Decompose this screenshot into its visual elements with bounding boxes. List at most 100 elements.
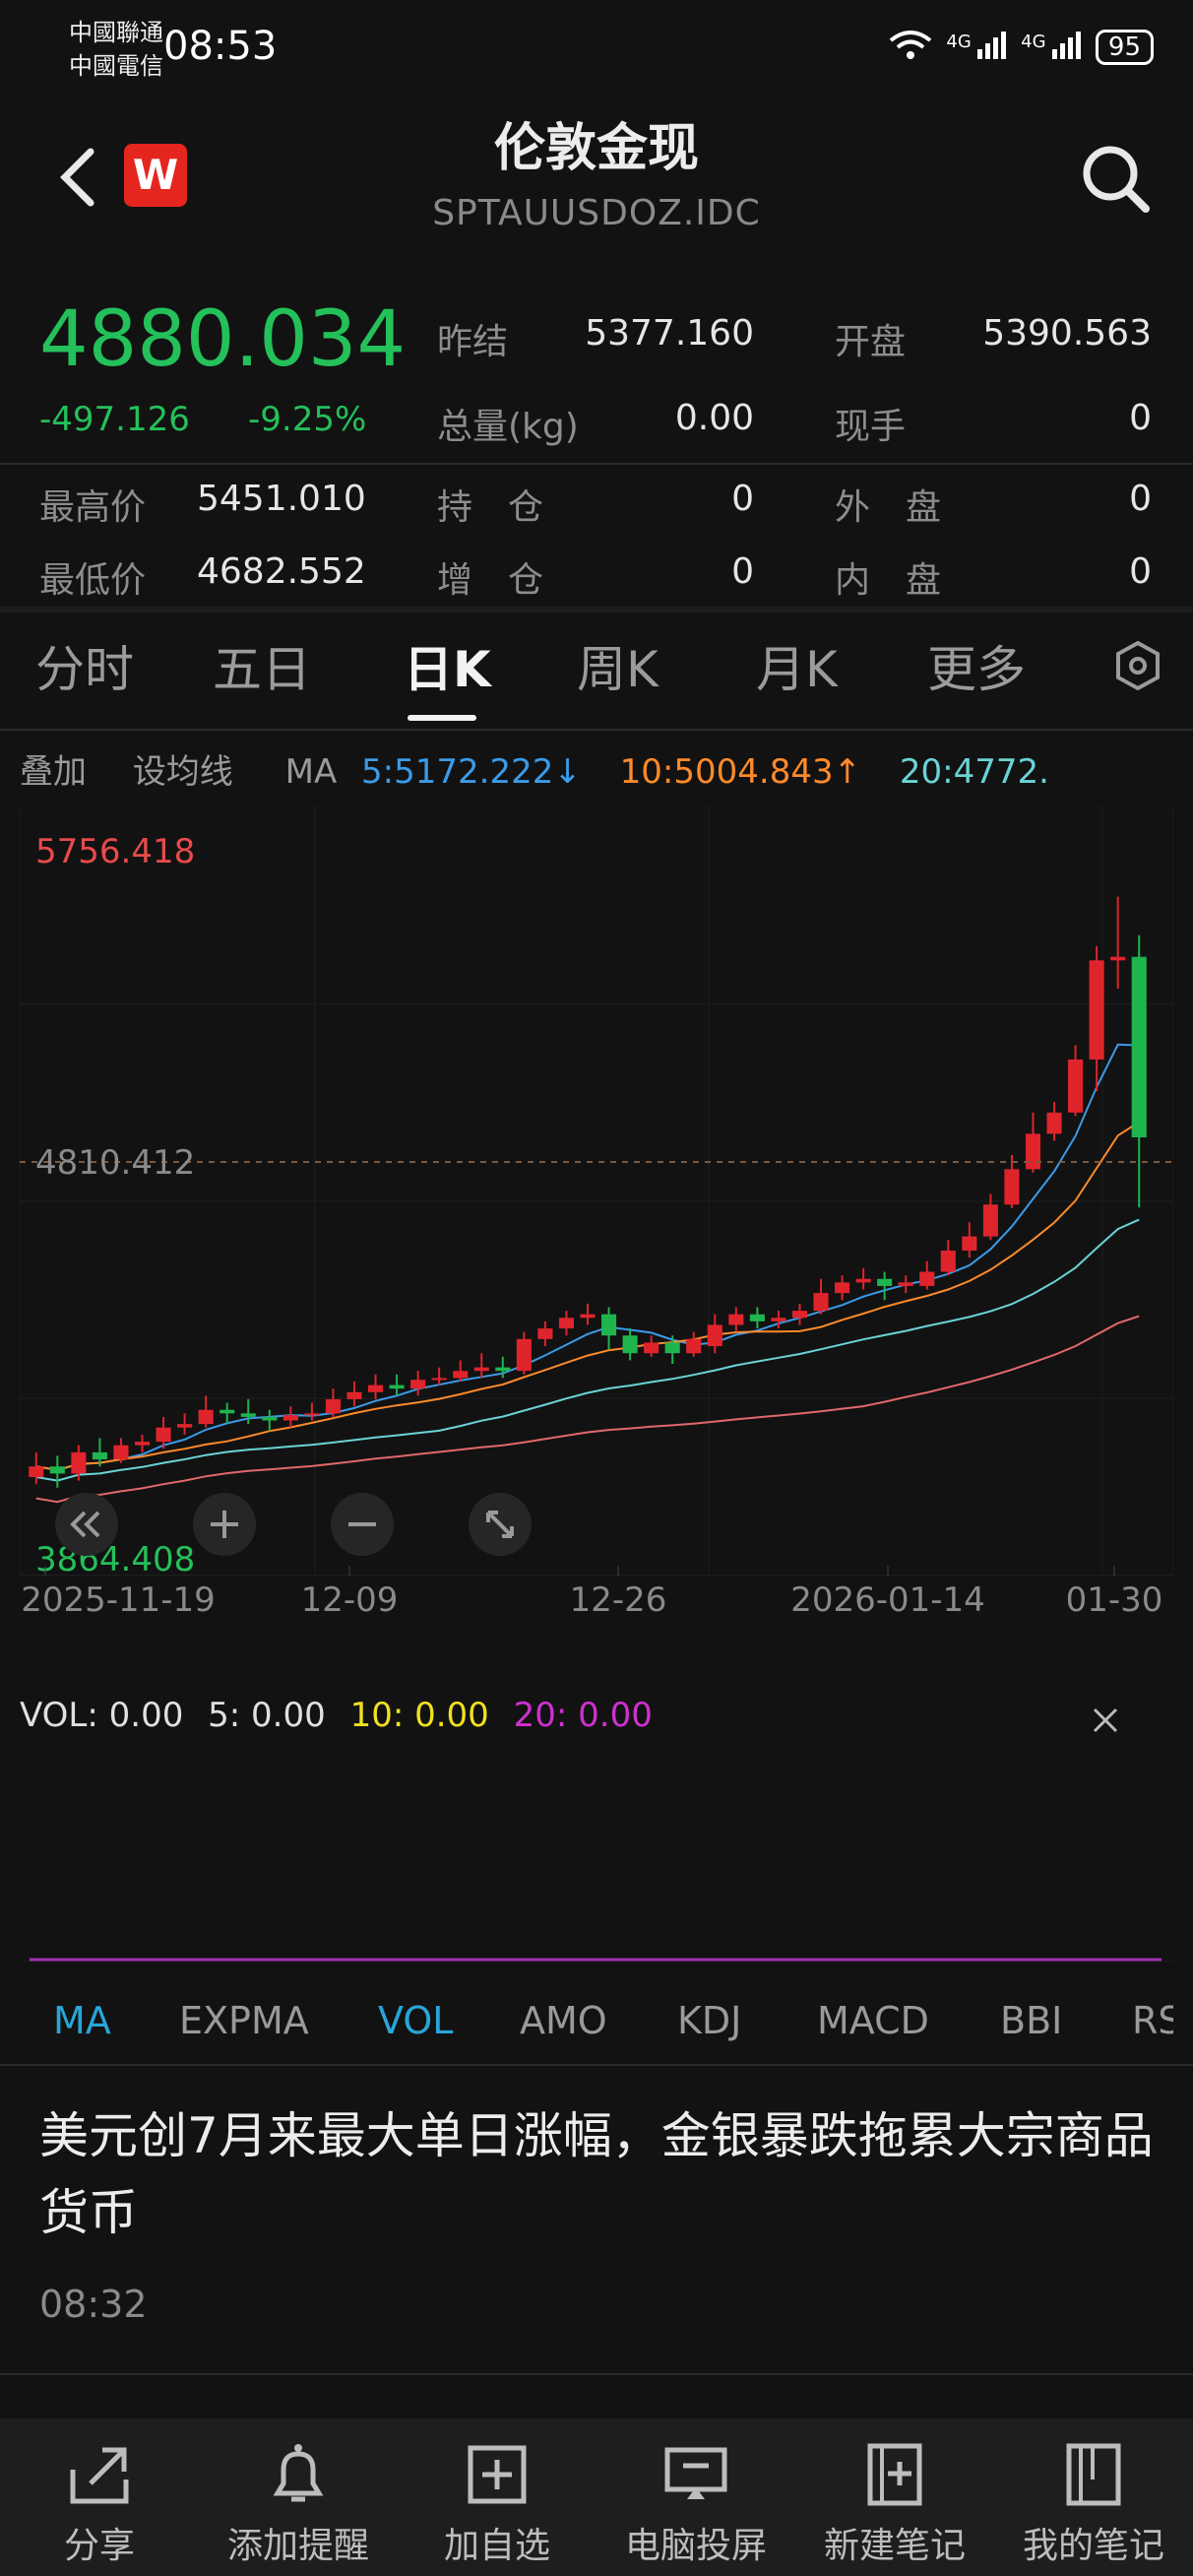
inner-value: 0 — [1129, 551, 1152, 592]
ind-tab-kdj[interactable]: KDJ — [677, 1999, 742, 2042]
add-watchlist-button[interactable]: 加自选 — [398, 2418, 596, 2576]
divider — [0, 463, 1193, 465]
ind-tab-bbi[interactable]: BBI — [1000, 1999, 1063, 2042]
ind-tab-macd[interactable]: MACD — [817, 1999, 929, 2042]
y-max-label: 5756.418 — [35, 832, 195, 871]
candle — [835, 1282, 850, 1294]
price-change: -497.126 — [39, 400, 190, 439]
candle — [601, 1314, 617, 1336]
oi-change-value: 0 — [731, 551, 754, 592]
news-time: 08:32 — [39, 2283, 148, 2326]
signal-4g-icon: 4G — [946, 31, 1007, 64]
period-tabs: 分时 五日 日K 周K 月K 更多 — [0, 630, 1193, 729]
x-axis-label: 2025-11-19 — [21, 1580, 216, 1620]
set-ma-button[interactable]: 设均线 — [132, 752, 233, 792]
candle — [558, 1318, 574, 1329]
oi-change-label: 增 仓 — [437, 560, 544, 601]
signal-4g-icon-2: 4G — [1021, 31, 1082, 64]
bell-icon — [273, 2444, 324, 2502]
candle — [728, 1314, 744, 1325]
open-label: 开盘 — [835, 322, 907, 362]
fullscreen-button[interactable] — [469, 1493, 532, 1556]
plus-square-icon — [468, 2445, 527, 2504]
chart-settings-button[interactable] — [1114, 640, 1162, 703]
ma-bar: 叠加 设均线 MA 5:5172.222↓ 10:5004.843↑ 20:47… — [20, 744, 1049, 793]
news-headline[interactable]: 美元创7月来最大单日涨幅，金银暴跌拖累大宗商品货币 — [39, 2107, 1154, 2241]
volume-label: 总量(kg) — [437, 407, 579, 447]
volume-chart — [20, 1740, 1173, 1963]
vol-label: VOL: — [20, 1696, 98, 1735]
zoom-in-button[interactable] — [193, 1493, 256, 1556]
tab-intraday[interactable]: 分时 — [35, 641, 134, 698]
ma10-line — [35, 1121, 1140, 1471]
hexagon-settings-icon — [1116, 640, 1160, 691]
notebook-icon — [1066, 2443, 1121, 2506]
instrument-code: SPTAUUSDOZ.IDC — [432, 193, 761, 233]
current-price-label: 4810.412 — [35, 1143, 195, 1183]
candle — [749, 1314, 765, 1321]
candle — [771, 1318, 786, 1321]
x-axis-label: 2026-01-14 — [790, 1580, 985, 1620]
candle — [877, 1278, 893, 1286]
candle — [495, 1367, 511, 1372]
active-tab-indicator — [408, 715, 476, 721]
indicator-tabs: MA EXPMA VOL AMO KDJ MACD BBI RS — [0, 1989, 1193, 2068]
candle — [1131, 956, 1147, 1137]
share-button[interactable]: 分享 — [0, 2418, 199, 2576]
tab-more[interactable]: 更多 — [927, 641, 1026, 698]
new-note-icon — [867, 2443, 922, 2506]
candle — [367, 1385, 384, 1392]
price-change-pct: -9.25% — [248, 400, 367, 439]
ma60-line — [35, 1315, 1140, 1504]
back-button[interactable] — [51, 138, 110, 217]
ind-tab-rsi[interactable]: RS — [1132, 1999, 1173, 2042]
bottom-toolbar: 分享 添加提醒 加自选 电脑投屏 新建笔记 我的笔记 — [0, 2418, 1193, 2576]
divider — [0, 729, 1193, 731]
prev-settle-value: 5377.160 — [585, 313, 754, 354]
ind-tab-amo[interactable]: AMO — [520, 1999, 607, 2042]
carrier-1: 中國聯通 — [69, 19, 163, 46]
search-button[interactable] — [1079, 138, 1154, 217]
screen-cast-button[interactable]: 电脑投屏 — [596, 2418, 795, 2576]
tab-daily-k[interactable]: 日K — [404, 641, 491, 698]
tab-monthly-k[interactable]: 月K — [756, 641, 838, 698]
section-divider — [0, 607, 1193, 612]
my-notes-button[interactable]: 我的笔记 — [994, 2418, 1193, 2576]
ind-tab-vol[interactable]: VOL — [378, 1999, 454, 2042]
ind-tab-expma[interactable]: EXPMA — [179, 1999, 309, 2042]
candle — [431, 1378, 447, 1381]
kline-chart[interactable]: 5756.418 4810.412 3864.408 2025-11-19 12-09 1… — [19, 806, 1174, 1620]
candle — [516, 1338, 532, 1372]
candle — [198, 1409, 214, 1425]
vol-ma5: 5: 0.00 — [208, 1696, 326, 1735]
outer-label: 外 盘 — [835, 487, 942, 528]
overlay-button[interactable]: 叠加 — [20, 752, 87, 792]
tab-weekly-k[interactable]: 周K — [577, 641, 659, 698]
close-icon — [1093, 1707, 1118, 1733]
candle — [304, 1413, 320, 1416]
ma20-line — [35, 1218, 1140, 1482]
page-title: 伦敦金现 — [493, 119, 699, 178]
share-label: 分享 — [63, 2526, 135, 2566]
candle — [664, 1342, 680, 1354]
tab-five-day[interactable]: 五日 — [213, 641, 311, 698]
new-note-button[interactable]: 新建笔记 — [795, 2418, 994, 2576]
prev-settle-label: 昨结 — [437, 322, 509, 362]
zoom-out-button[interactable] — [331, 1493, 394, 1556]
x-axis-label: 12-26 — [570, 1580, 667, 1620]
candle — [71, 1451, 87, 1474]
high-label: 最高价 — [39, 487, 147, 528]
chart-frame — [19, 806, 1174, 1577]
candle — [389, 1385, 405, 1389]
candle — [177, 1424, 193, 1428]
expand-icon — [486, 1511, 514, 1538]
ind-tab-ma[interactable]: MA — [53, 1999, 111, 2042]
y-min-label: 3864.408 — [35, 1540, 195, 1579]
close-volume-button[interactable] — [1089, 1704, 1122, 1737]
vol-ma10: 10: 0.00 — [349, 1696, 489, 1735]
scroll-left-button[interactable] — [55, 1493, 118, 1556]
candle — [962, 1236, 977, 1251]
add-alert-button[interactable]: 添加提醒 — [199, 2418, 398, 2576]
share-icon — [70, 2447, 129, 2504]
vol-value: 0.00 — [108, 1696, 184, 1735]
